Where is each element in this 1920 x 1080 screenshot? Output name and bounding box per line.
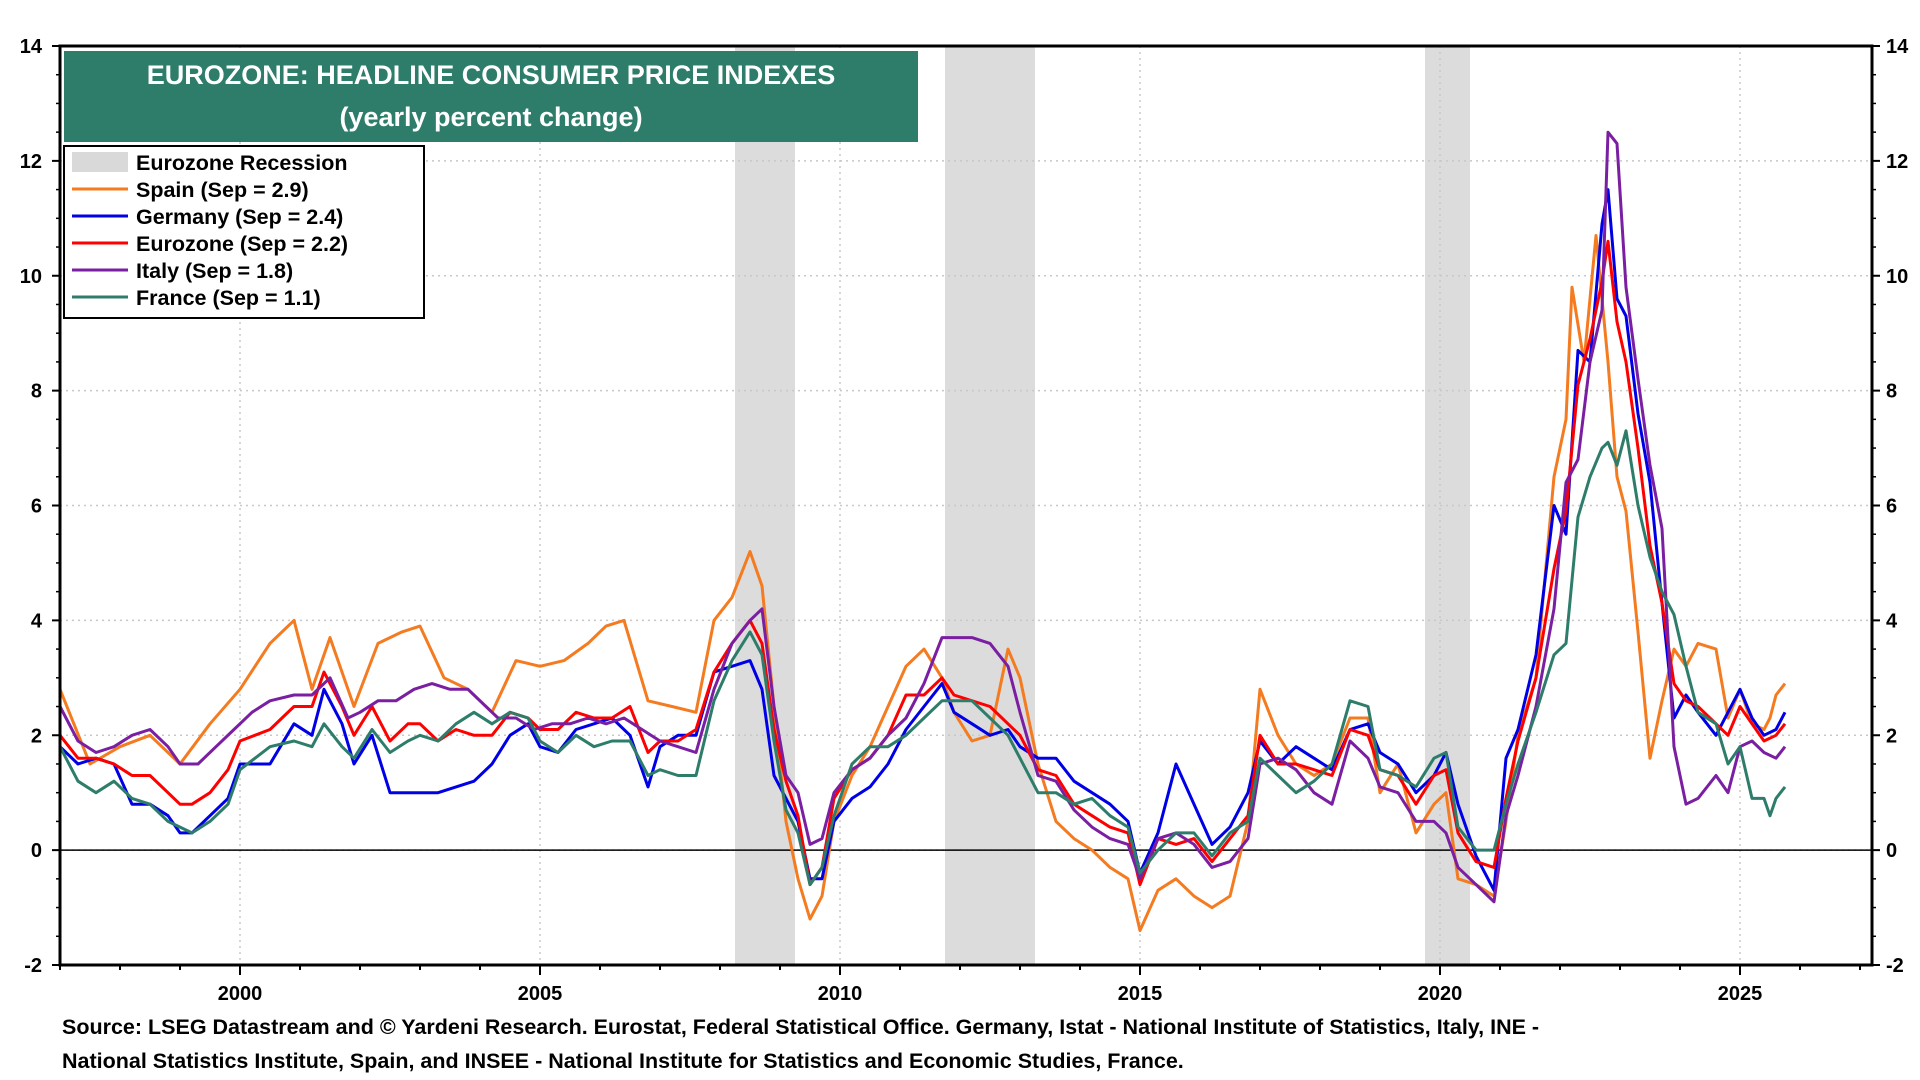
legend-label-1: Spain (Sep = 2.9) — [136, 178, 309, 202]
y-tick-label-right: 4 — [1886, 610, 1898, 632]
series-line-france — [58, 429, 1787, 887]
y-tick-label-left: 4 — [31, 610, 43, 632]
source-note: Source: LSEG Datastream and © Yardeni Re… — [62, 1010, 1902, 1078]
y-tick-label-right: 2 — [1886, 725, 1897, 747]
y-tick-label-right: 8 — [1886, 381, 1897, 403]
legend-label-3: Eurozone (Sep = 2.2) — [136, 232, 348, 256]
y-tick-label-left: 12 — [20, 151, 42, 173]
x-tick-label: 2025 — [1718, 983, 1763, 1005]
x-tick-label: 2005 — [518, 983, 563, 1005]
legend-label-0: Eurozone Recession — [136, 151, 347, 175]
title-box: EUROZONE: HEADLINE CONSUMER PRICE INDEXE… — [64, 51, 918, 142]
y-tick-label-left: -2 — [24, 955, 42, 977]
x-tick-label: 2000 — [218, 983, 263, 1005]
source-line-1: Source: LSEG Datastream and © Yardeni Re… — [62, 1015, 1540, 1039]
legend-label-2: Germany (Sep = 2.4) — [136, 205, 343, 229]
legend-swatch-recession — [72, 152, 128, 172]
chart-subtitle: (yearly percent change) — [339, 102, 642, 132]
series-line-spain — [58, 234, 1787, 932]
y-tick-label-right: 10 — [1886, 266, 1908, 288]
series-line-italy — [58, 130, 1787, 904]
y-tick-label-left: 6 — [31, 496, 42, 518]
y-tick-label-left: 2 — [31, 725, 42, 747]
x-tick-label: 2015 — [1118, 983, 1163, 1005]
y-tick-label-left: 14 — [20, 36, 43, 58]
recession-bands — [735, 46, 1470, 965]
series-lines — [58, 130, 1787, 932]
series-line-eurozone — [58, 239, 1787, 887]
legend-label-4: Italy (Sep = 1.8) — [136, 259, 293, 283]
legend: Eurozone Recession Spain (Sep = 2.9) Germa… — [63, 145, 425, 319]
y-tick-label-right: 0 — [1886, 840, 1897, 862]
y-tick-label-left: 8 — [31, 381, 42, 403]
y-tick-label-right: 12 — [1886, 151, 1908, 173]
y-tick-label-right: 6 — [1886, 496, 1897, 518]
y-tick-label-right: -2 — [1886, 955, 1904, 977]
chart-title: EUROZONE: HEADLINE CONSUMER PRICE INDEXE… — [147, 60, 836, 90]
y-tick-label-left: 0 — [31, 840, 42, 862]
axes: -2 -2 0 0 2 2 4 4 6 6 8 8 10 10 12 12 14 14 2000 2005 2010 20… — [20, 36, 1909, 1005]
y-tick-label-right: 14 — [1886, 36, 1909, 58]
y-tick-label-left: 10 — [20, 266, 42, 288]
legend-label-5: France (Sep = 1.1) — [136, 286, 321, 310]
x-tick-label: 2020 — [1418, 983, 1463, 1005]
source-line-2: National Statistics Institute, Spain, an… — [62, 1049, 1184, 1073]
x-tick-label: 2010 — [818, 983, 863, 1005]
